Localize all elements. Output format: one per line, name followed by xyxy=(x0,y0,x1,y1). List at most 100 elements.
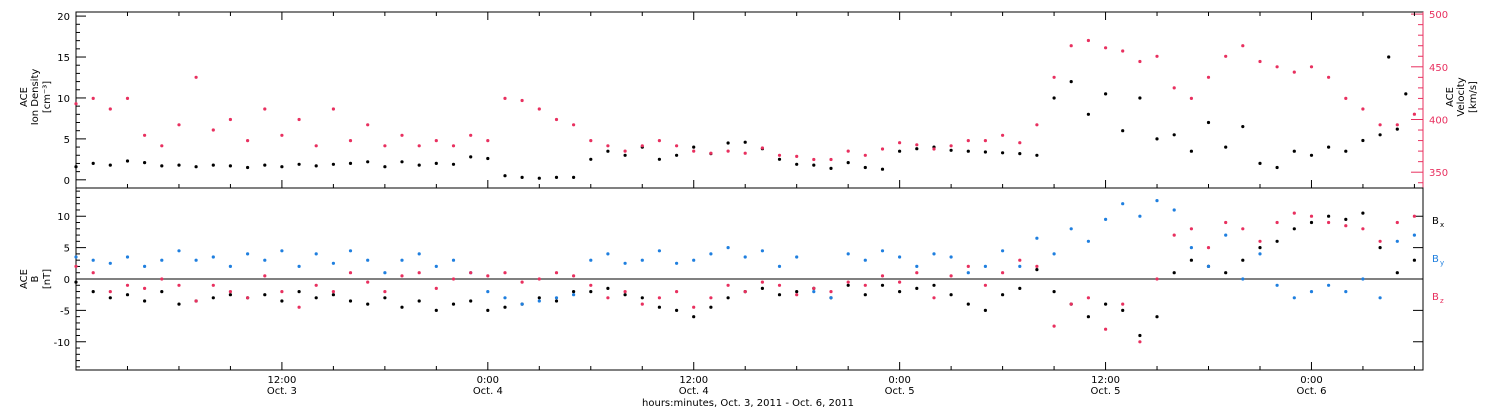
ion-density-point xyxy=(572,175,576,179)
bz-point xyxy=(177,283,181,287)
bx-point xyxy=(760,286,765,290)
bz-point xyxy=(1138,340,1142,344)
by-point xyxy=(846,252,850,256)
by-point xyxy=(829,296,833,300)
ion-density-point xyxy=(194,165,198,169)
bz-point xyxy=(400,274,404,278)
bz-point xyxy=(760,280,765,284)
velocity-point xyxy=(1069,44,1073,48)
by-point xyxy=(554,296,559,300)
bz-point xyxy=(572,274,576,278)
bz-point xyxy=(1206,246,1211,250)
bz-point xyxy=(932,296,936,300)
legend-bx-label: B xyxy=(1432,216,1439,227)
bx-point xyxy=(91,290,95,294)
ion-density-point xyxy=(228,164,232,168)
bx-point xyxy=(143,299,147,303)
ion-density-point xyxy=(314,164,318,168)
bx-point xyxy=(537,296,541,300)
by-point xyxy=(400,258,404,262)
by-point xyxy=(177,249,181,253)
bz-point xyxy=(486,274,490,278)
by-point xyxy=(1206,264,1211,268)
ion-density-point xyxy=(211,163,215,167)
bz-point xyxy=(160,277,164,281)
bz-point xyxy=(469,271,473,275)
ion-density-point xyxy=(1189,149,1193,153)
bx-point xyxy=(228,293,232,297)
velocity-point xyxy=(709,151,713,155)
bz-point xyxy=(1052,324,1056,328)
bz-point xyxy=(211,283,215,287)
ion-density-point xyxy=(91,161,95,165)
bz-point xyxy=(812,286,816,290)
by-point xyxy=(812,290,816,294)
by-point xyxy=(743,255,747,259)
velocity-point xyxy=(1155,54,1159,58)
by-point xyxy=(537,299,541,303)
x-tick-label-time: 12:00 xyxy=(679,375,708,386)
ion-density-point xyxy=(1121,129,1125,133)
ion-density-point xyxy=(1069,80,1073,84)
ion-density-point xyxy=(74,165,78,169)
ion-density-point xyxy=(469,155,473,159)
ion-density-point xyxy=(949,148,953,152)
by-point xyxy=(143,264,147,268)
top-left-tick-label: 0 xyxy=(64,176,70,187)
bz-point xyxy=(1069,302,1073,306)
bz-point xyxy=(417,271,421,275)
bx-point xyxy=(1172,271,1176,275)
bx-point xyxy=(846,283,850,287)
by-point xyxy=(983,264,988,268)
bz-point xyxy=(709,296,713,300)
legend-bz-sub: z xyxy=(1440,297,1444,305)
bz-point xyxy=(726,283,730,287)
bz-point xyxy=(1224,220,1228,225)
bx-point xyxy=(915,286,919,290)
bx-series xyxy=(74,211,1416,338)
ion-density-point xyxy=(880,167,885,171)
bx-point xyxy=(1224,271,1228,275)
bz-point xyxy=(91,271,95,275)
by-point xyxy=(949,255,953,259)
x-tick-label-date: Oct. 4 xyxy=(679,386,709,397)
bz-point xyxy=(383,290,387,294)
bx-point xyxy=(1258,246,1262,250)
bx-point xyxy=(1001,293,1005,297)
by-point xyxy=(572,293,576,297)
bx-point xyxy=(160,290,164,294)
top-ylabel-line3: [cm⁻³] xyxy=(42,81,53,113)
ion-density-point xyxy=(726,141,730,145)
bx-point xyxy=(348,299,353,303)
velocity-point xyxy=(623,149,627,153)
velocity-point xyxy=(486,139,490,143)
bx-point xyxy=(1121,308,1125,312)
bx-point xyxy=(572,290,576,294)
ion-density-point xyxy=(451,162,456,166)
by-point xyxy=(760,249,765,253)
by-point xyxy=(1241,277,1245,281)
by-point xyxy=(314,252,318,256)
bz-point xyxy=(983,283,988,287)
bottom-tick-label: 10 xyxy=(57,212,70,223)
bx-point xyxy=(1395,271,1399,275)
bz-point xyxy=(675,290,679,294)
bz-point xyxy=(949,274,953,278)
velocity-point xyxy=(1275,65,1279,69)
bz-point xyxy=(657,296,662,300)
bz-point xyxy=(640,302,644,306)
ion-density-point xyxy=(657,157,662,161)
bx-point xyxy=(177,302,181,306)
bz-point xyxy=(1189,227,1193,231)
by-point xyxy=(434,264,438,268)
ion-density-point xyxy=(503,174,507,178)
ion-density-point xyxy=(1292,149,1296,153)
top-left-tick-label: 5 xyxy=(64,135,70,146)
bottom-panel-frame xyxy=(75,12,1424,371)
ion-density-point xyxy=(743,140,747,144)
by-point xyxy=(1138,214,1142,218)
bottom-tick-label: -5 xyxy=(60,306,70,317)
bz-point xyxy=(1018,258,1022,262)
